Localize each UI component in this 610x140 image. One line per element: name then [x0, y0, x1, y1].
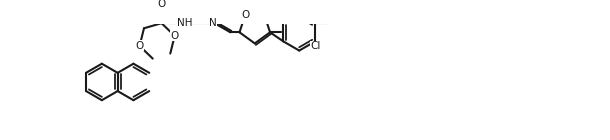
Text: O: O	[157, 0, 166, 9]
Text: O: O	[241, 10, 249, 20]
Text: N: N	[209, 18, 217, 28]
Text: O: O	[135, 41, 144, 51]
Text: Cl: Cl	[310, 41, 321, 51]
Text: NH: NH	[177, 18, 193, 28]
Text: O: O	[171, 31, 179, 41]
